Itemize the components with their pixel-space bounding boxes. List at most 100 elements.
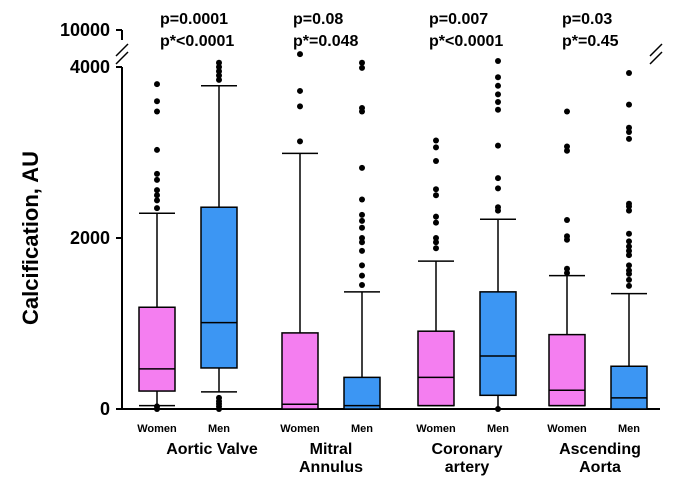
box-men <box>200 206 238 369</box>
sex-label: Women <box>416 423 456 435</box>
group-label: Mitral <box>310 441 353 458</box>
y-tick-label: 10000 <box>60 20 110 40</box>
outlier-point <box>626 128 632 135</box>
axis-break-mark <box>649 43 663 57</box>
outlier-point <box>495 207 501 214</box>
y-tick-label: 4000 <box>70 57 110 77</box>
box-men <box>479 291 517 397</box>
outlier-point <box>495 74 501 81</box>
outlier-point <box>433 219 439 226</box>
labels: 0 2000 4000 10000 Calcification, AU p=0.0001 p… <box>18 11 641 476</box>
outlier-point <box>154 81 160 88</box>
p-star-value-label: p*<0.0001 <box>160 33 234 50</box>
outlier-point <box>626 203 632 210</box>
outlier-point <box>433 245 439 252</box>
box-women <box>548 333 586 407</box>
outlier-point <box>433 235 439 241</box>
marks <box>138 51 648 412</box>
outlier-point <box>495 58 501 65</box>
box-men <box>610 365 648 410</box>
outlier-point <box>495 99 501 106</box>
y-tick-label: 0 <box>100 399 110 419</box>
axis-break-mark <box>115 51 129 65</box>
outlier-point <box>626 135 632 142</box>
outlier-point <box>359 282 365 289</box>
outlier-point <box>626 207 632 214</box>
outlier-point <box>359 272 365 279</box>
outlier-point <box>433 239 439 246</box>
outlier-point <box>154 108 160 115</box>
box-men <box>343 376 381 410</box>
outlier-point <box>154 170 160 177</box>
axis-break-mark <box>649 51 663 65</box>
outlier-point <box>154 176 160 183</box>
outlier-point <box>154 187 160 194</box>
sex-label: Women <box>547 423 587 435</box>
outlier-point <box>495 82 501 89</box>
outlier-point <box>433 137 439 144</box>
p-star-value-label: p*<0.0001 <box>429 33 503 50</box>
outlier-point <box>495 142 501 149</box>
outlier-point <box>564 236 570 243</box>
sex-label: Men <box>618 423 640 435</box>
outlier-point <box>626 238 632 245</box>
outlier-point <box>216 68 222 75</box>
sex-label: Women <box>280 423 320 435</box>
outlier-point <box>433 213 439 220</box>
outlier-point <box>433 186 439 193</box>
outlier-point <box>297 138 303 145</box>
outlier-point <box>359 262 365 269</box>
axis-break-mark <box>115 43 129 57</box>
outlier-point <box>297 103 303 110</box>
outlier-point <box>359 247 365 254</box>
outlier-point <box>359 196 365 203</box>
outlier-point <box>359 164 365 171</box>
outlier-point <box>626 270 632 277</box>
outlier-point <box>626 230 632 237</box>
outlier-point <box>359 108 365 115</box>
group-label: Ascending <box>559 441 641 458</box>
outlier-point <box>626 276 632 283</box>
outlier-point <box>433 144 439 151</box>
outlier-point <box>154 98 160 105</box>
outlier-point <box>626 247 632 254</box>
outlier-point <box>626 243 632 250</box>
p-value-label: p=0.08 <box>293 11 343 28</box>
outlier-point <box>564 217 570 224</box>
group-label: Aorta <box>579 459 621 476</box>
outlier-point <box>564 143 570 150</box>
outlier-point <box>216 72 222 79</box>
outlier-point <box>154 192 160 199</box>
group-label: Aortic Valve <box>166 441 258 458</box>
outlier-point <box>626 69 632 76</box>
outlier-point <box>626 252 632 259</box>
outlier-point <box>626 101 632 108</box>
outlier-point <box>564 265 570 272</box>
p-star-value-label: p*=0.45 <box>562 33 619 50</box>
p-value-label: p=0.03 <box>562 11 612 28</box>
outlier-point <box>359 239 365 246</box>
outlier-point <box>359 64 365 71</box>
outlier-point <box>433 192 439 199</box>
outlier-point <box>564 147 570 154</box>
outlier-point <box>154 205 160 212</box>
outlier-point <box>154 403 160 410</box>
outlier-point <box>359 59 365 66</box>
outlier-point <box>297 87 303 94</box>
outlier-point <box>495 175 501 182</box>
outlier-point <box>216 59 222 66</box>
sex-label: Men <box>351 423 373 435</box>
outlier-point <box>495 106 501 113</box>
p-value-label: p=0.007 <box>429 11 488 28</box>
p-star-value-label: p*=0.048 <box>293 33 358 50</box>
outlier-point <box>297 51 303 58</box>
outlier-point <box>359 224 365 231</box>
outlier-point <box>626 124 632 131</box>
outlier-point <box>495 406 501 412</box>
y-tick-label: 2000 <box>70 228 110 248</box>
outlier-point <box>626 282 632 289</box>
outlier-point <box>495 91 501 98</box>
outlier-point <box>216 76 222 83</box>
outlier-point <box>216 64 222 70</box>
